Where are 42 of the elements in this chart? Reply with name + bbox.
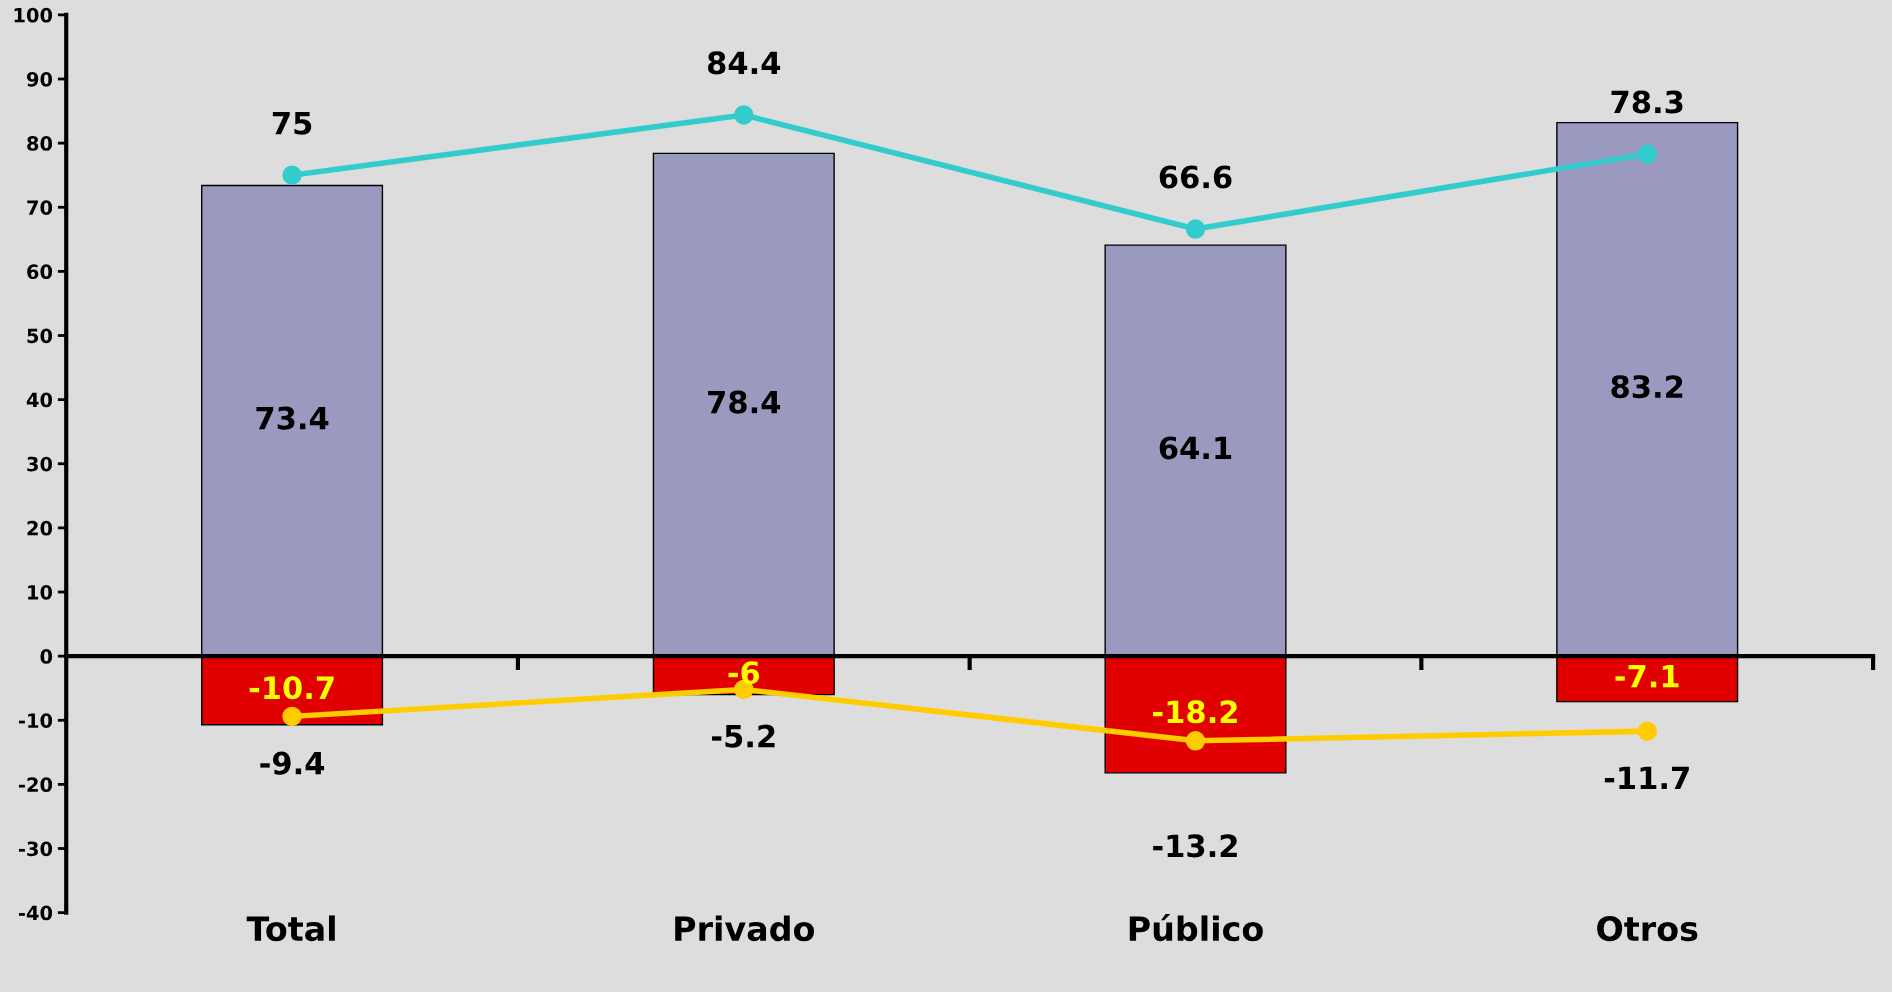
data-label: 73.4 [256,406,329,430]
point [282,165,302,185]
y-tick-label: 40 [26,392,53,408]
data-label: -5.2 [712,724,775,748]
data-label: -10.7 [249,676,334,700]
point [1185,219,1206,239]
y-tick-label: 10 [28,584,53,600]
data-label: 64.1 [1159,436,1232,460]
point [1637,721,1657,741]
y-tick-label: -30 [18,841,53,857]
data-label: -6 [728,661,760,685]
data-label: -9.4 [260,751,325,775]
y-tick-label: -10 [18,713,53,728]
point [282,706,302,727]
point [734,105,754,125]
data-label: 84.4 [707,51,781,75]
x-tick-label: Otros [1597,916,1698,942]
y-tick-label: 20 [27,520,53,536]
x-tick-label: Privado [675,915,814,942]
point [1637,144,1657,164]
y-tick-label: 50 [27,328,53,344]
data-label: 83.2 [1611,375,1683,399]
point [1185,731,1206,751]
y-tick-label: -20 [18,777,53,793]
data-label: -18.2 [1153,700,1237,724]
data-label: -11.7 [1604,766,1689,789]
data-label: 66.6 [1159,165,1232,189]
y-tick-label: 0 [40,649,53,664]
x-tick-label: Público [1129,914,1263,942]
y-tick-label: 70 [27,200,53,215]
y-tick-label: -40 [18,905,53,921]
y-tick-label: 90 [26,71,53,87]
data-label: 78.3 [1611,90,1683,114]
y-tick-label: 100 [14,7,53,23]
data-label: 75 [272,111,312,135]
data-label: -13.2 [1153,834,1237,858]
data-label: -7.1 [1615,665,1679,688]
y-tick-label: 80 [27,136,53,151]
x-tick-label: Total [246,915,335,942]
y-tick-label: 30 [27,456,53,472]
data-label: 78.4 [708,390,781,414]
y-tick-label: 60 [27,264,53,280]
